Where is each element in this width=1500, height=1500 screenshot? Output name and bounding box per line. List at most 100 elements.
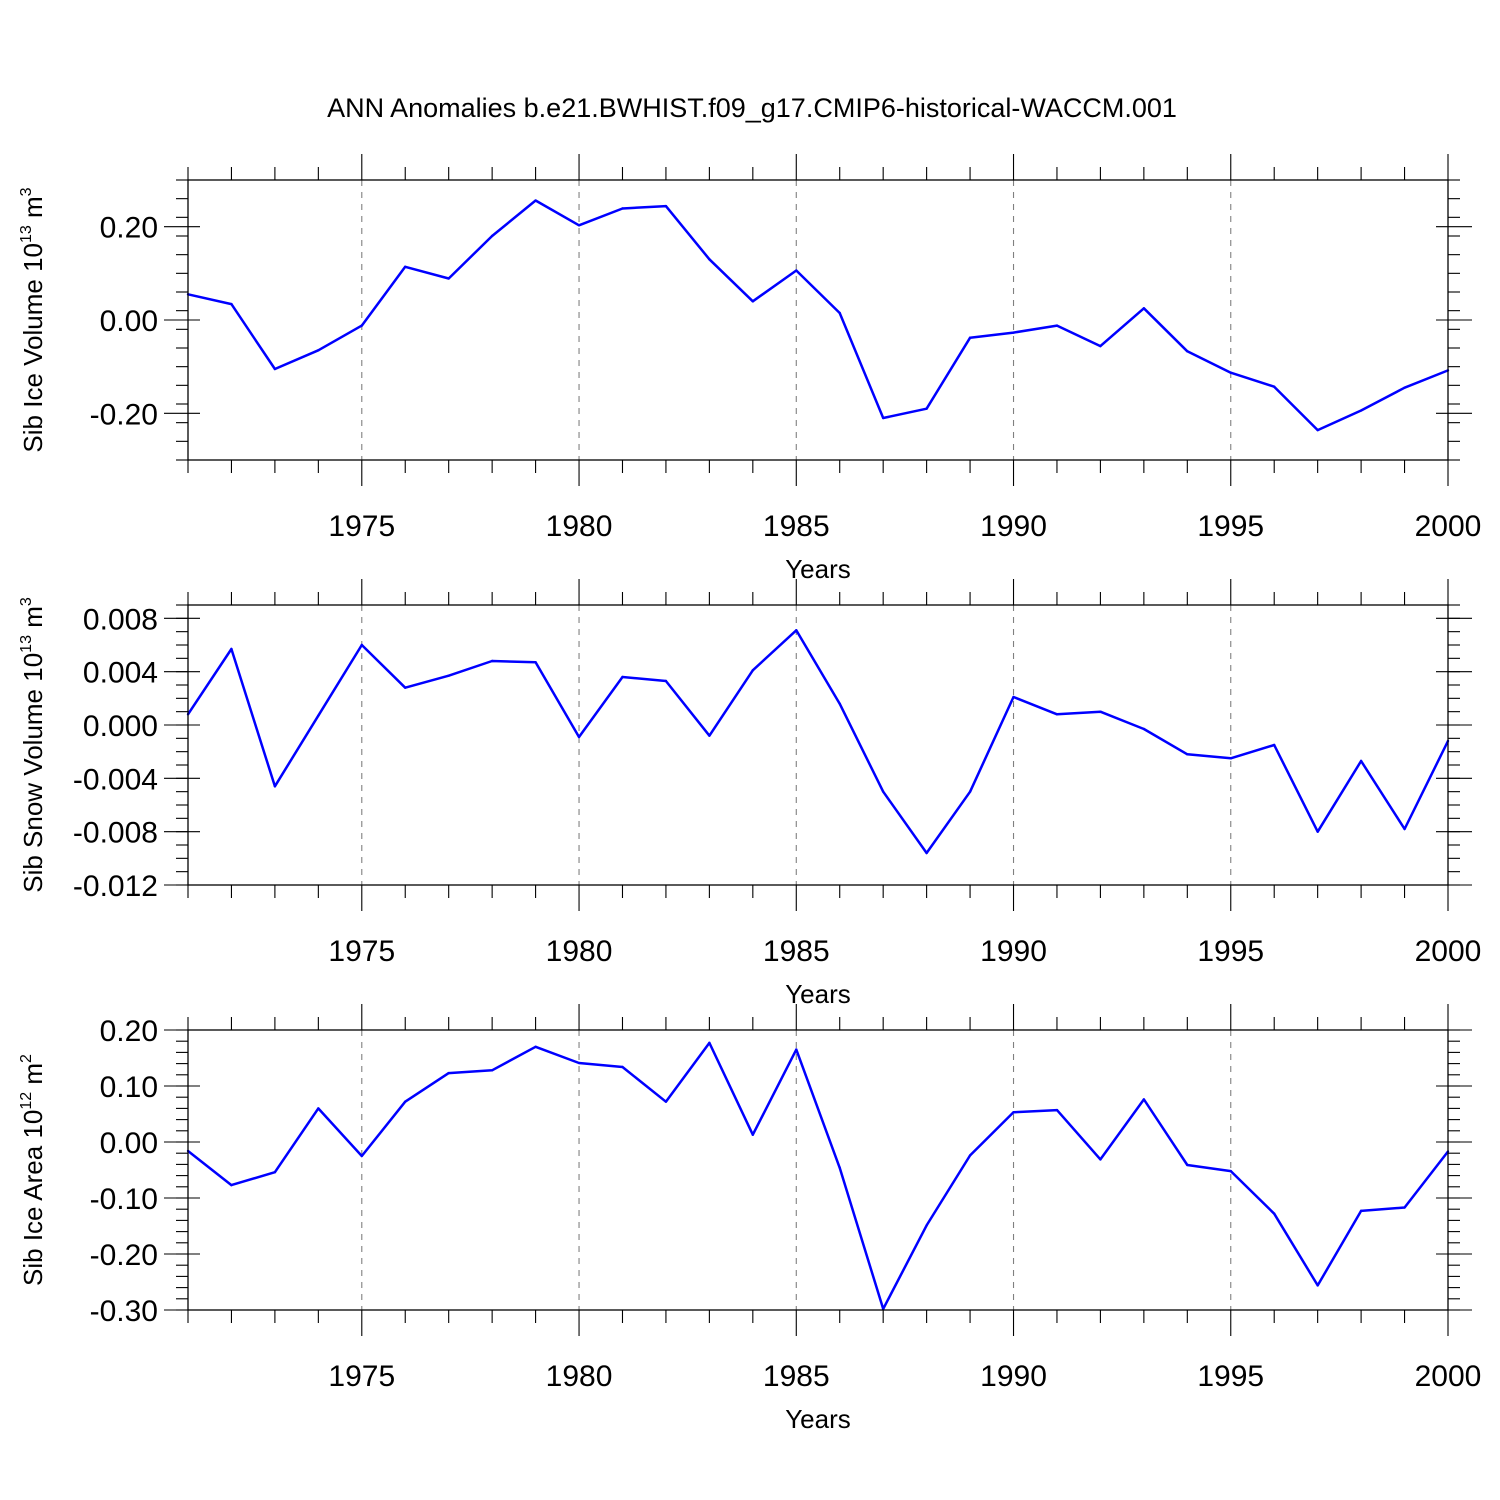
data-point: [968, 336, 972, 339]
data-point: [1359, 1209, 1363, 1213]
y-axis-title: Sib Ice Area 1012 m2: [18, 1054, 48, 1286]
data-point: [360, 643, 363, 647]
data-point: [751, 1133, 755, 1136]
y-tick-label: -0.20: [90, 398, 158, 431]
data-point: [881, 790, 885, 793]
y-tick-label: -0.012: [73, 870, 158, 903]
x-tick-label: 2000: [1415, 510, 1482, 543]
data-point: [1273, 385, 1276, 388]
data-point: [1142, 727, 1146, 731]
y-tick-label: 0.20: [100, 212, 158, 245]
data-point: [1099, 1158, 1102, 1161]
data-point: [751, 300, 755, 303]
data-point: [1403, 1206, 1406, 1209]
y-axis-title: Sib Snow Volume 1013 m3: [18, 597, 48, 893]
data-point: [577, 224, 581, 227]
x-tick-label: 2000: [1415, 935, 1482, 968]
data-point: [795, 1048, 798, 1051]
x-tick-label: 1990: [980, 1360, 1047, 1393]
figure-title: ANN Anomalies b.e21.BWHIST.f09_g17.CMIP6…: [327, 93, 1177, 123]
chart-panel-2: -0.012 -0.008 -0.004 0.000 0.004 0.008 1975 198…: [18, 579, 1481, 1009]
data-point: [751, 669, 755, 672]
y-tick-label: -0.004: [73, 763, 158, 796]
data-point: [447, 674, 450, 677]
x-tick-label: 1980: [546, 1360, 613, 1393]
data-point: [490, 659, 494, 663]
data-point: [317, 349, 320, 352]
data-point: [1229, 371, 1232, 374]
x-tick-label: 1985: [763, 510, 830, 543]
data-point: [795, 629, 798, 632]
data-point: [838, 702, 841, 705]
y-tick-label: 0.00: [100, 305, 158, 338]
data-point: [1186, 350, 1189, 353]
y-tick-label: -0.20: [90, 1239, 158, 1272]
data-point: [1316, 1284, 1319, 1287]
data-point: [925, 1224, 928, 1227]
x-axis-title: Years: [785, 1404, 851, 1434]
data-point: [1142, 307, 1146, 310]
data-point: [273, 785, 277, 788]
data-point: [577, 735, 581, 739]
x-axis-title: Years: [785, 554, 851, 584]
chart-panel-3: -0.30 -0.20 -0.10 0.00 0.10 0.20 1975 1980 1985 1…: [18, 1004, 1481, 1434]
data-point: [230, 1183, 233, 1187]
data-point: [273, 1171, 277, 1174]
data-point: [968, 790, 972, 793]
data-point: [490, 1069, 494, 1072]
x-tick-label: 1975: [328, 510, 395, 543]
data-point: [664, 679, 668, 683]
data-point: [404, 686, 407, 689]
data-point: [360, 1154, 363, 1158]
data-point: [230, 302, 233, 306]
data-point: [1055, 713, 1059, 716]
data-point: [404, 265, 407, 268]
data-point: [1403, 386, 1406, 389]
y-tick-label: 0.00: [100, 1127, 158, 1160]
data-point: [1273, 1212, 1276, 1215]
plot-frame: [187, 604, 1449, 886]
data-point: [534, 1045, 537, 1049]
data-point: [621, 207, 624, 210]
x-tick-label: 1995: [1197, 935, 1264, 968]
data-point: [708, 734, 711, 737]
y-tick-label: 0.004: [83, 657, 158, 690]
x-tick-label: 1995: [1197, 510, 1264, 543]
data-point: [621, 1065, 624, 1069]
data-point: [1229, 757, 1232, 760]
x-tick-label: 1985: [763, 935, 830, 968]
data-point: [925, 407, 928, 410]
data-point: [1359, 409, 1363, 412]
y-tick-label: -0.008: [73, 817, 158, 850]
data-point: [534, 661, 537, 664]
data-point: [360, 324, 363, 327]
data-point: [1316, 830, 1319, 833]
data-point: [1012, 331, 1015, 334]
x-tick-label: 1975: [328, 1360, 395, 1393]
series-line: [187, 199, 1449, 432]
x-tick-label: 1980: [546, 510, 613, 543]
data-point: [447, 1071, 450, 1075]
data-point: [317, 1107, 320, 1110]
x-tick-label: 1985: [763, 1360, 830, 1393]
x-tick-label: 1990: [980, 510, 1047, 543]
data-point: [1229, 1169, 1232, 1173]
data-point: [1186, 753, 1189, 756]
data-point: [1055, 1108, 1059, 1112]
plot-frame: [187, 179, 1449, 461]
data-point: [708, 258, 711, 261]
data-point: [1186, 1163, 1189, 1167]
data-point: [577, 1061, 581, 1065]
y-tick-label: 0.008: [83, 603, 158, 636]
y-tick-label: -0.30: [90, 1295, 158, 1328]
data-point: [1055, 324, 1059, 327]
panels-container: -0.20 0.00 0.20 1975 1980 1985 1990 1995 2000 Yea…: [18, 154, 1481, 1434]
y-axis-title: Sib Ice Volume 1013 m3: [18, 187, 48, 452]
data-point: [1012, 1111, 1015, 1114]
x-tick-label: 1975: [328, 935, 395, 968]
x-tick-label: 1980: [546, 935, 613, 968]
y-tick-label: -0.10: [90, 1183, 158, 1216]
data-point: [621, 675, 624, 679]
data-point: [664, 204, 668, 208]
data-point: [1316, 428, 1319, 432]
